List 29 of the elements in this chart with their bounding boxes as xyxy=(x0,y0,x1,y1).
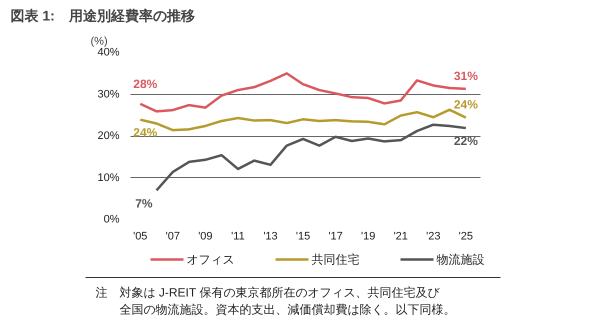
x-tick-label: '23 xyxy=(426,230,440,242)
legend-label: 物流施設 xyxy=(436,252,484,266)
y-tick-label: 30% xyxy=(97,88,120,100)
x-tick-label: '11 xyxy=(231,230,245,242)
x-tick-label: '21 xyxy=(394,230,408,242)
y-tick-label: 10% xyxy=(97,172,120,184)
data-label: 22% xyxy=(454,134,478,148)
x-tick-label: '07 xyxy=(166,230,180,242)
chart-title: 図表 1: 用途別経費率の推移 xyxy=(10,8,195,24)
x-tick-label: '19 xyxy=(361,230,376,242)
x-tick-label: '05 xyxy=(133,230,148,242)
legend-label: 共同住宅 xyxy=(312,252,360,266)
x-tick-label: '25 xyxy=(458,230,474,242)
y-axis-title: (%) xyxy=(90,36,108,48)
data-label: 31% xyxy=(454,68,478,83)
data-label: 7% xyxy=(135,196,153,210)
y-tick-label: 0% xyxy=(104,214,120,226)
legend-label: オフィス xyxy=(186,252,234,266)
y-tick-label: 40% xyxy=(97,46,120,58)
y-tick-label: 20% xyxy=(97,130,120,142)
x-tick-label: '09 xyxy=(198,230,213,242)
x-tick-label: '17 xyxy=(328,230,343,242)
text: 注 対象は J-REIT 保有の東京都所在のオフィス、共同住宅及び xyxy=(96,286,440,300)
data-label: 28% xyxy=(133,76,158,91)
text: 全国の物流施設。資本的支出、減価償却費は除く。以下同様。 xyxy=(120,302,456,316)
data-label: 24% xyxy=(133,126,158,140)
data-label: 24% xyxy=(454,98,478,112)
x-tick-label: '13 xyxy=(263,230,278,242)
x-tick-label: '15 xyxy=(296,230,310,242)
